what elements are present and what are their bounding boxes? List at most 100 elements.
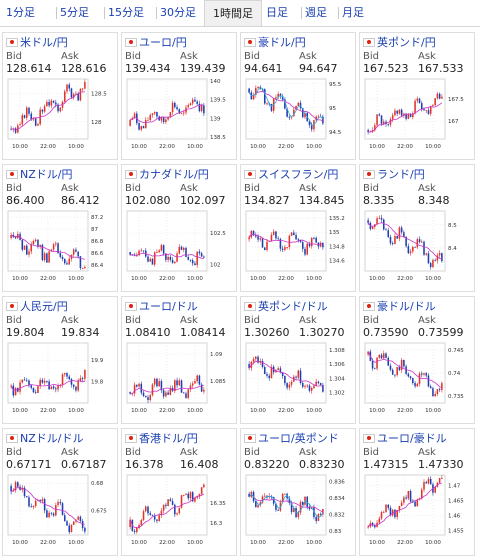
candle-body: [286, 247, 288, 248]
flag-icon: [244, 302, 256, 311]
candle-body: [129, 119, 131, 126]
candle-body: [248, 88, 250, 93]
tab-5[interactable]: 日足: [266, 6, 288, 19]
candle-body: [129, 392, 131, 394]
candle-body: [70, 524, 73, 532]
candle-body: [313, 385, 315, 388]
flag-icon: [363, 302, 375, 311]
tab-1[interactable]: 5分足: [60, 6, 89, 19]
pair-link[interactable]: 豪ドル/ドル: [363, 300, 436, 314]
moving-average-line: [10, 91, 85, 131]
candle-body: [367, 130, 369, 132]
y-tick-label: 1.455: [448, 529, 464, 535]
pair-link[interactable]: ユーロ/ドル: [125, 300, 198, 314]
rate-panel[interactable]: 人民元/円 Bid Ask 19.804 19.834 19.9 19.8 10:00 22:0…: [2, 296, 118, 424]
pair-link[interactable]: 英ポンド/ドル: [244, 300, 328, 314]
rate-panel[interactable]: スイスフラン/円 Bid Ask 134.827 134.845 135.2 135 134.…: [240, 164, 356, 292]
candle-body: [319, 383, 322, 385]
candle-body: [189, 259, 192, 261]
ask-value: 128.616: [61, 62, 107, 75]
candle-body: [55, 243, 57, 245]
candle-body: [66, 521, 68, 526]
x-tick-label: 10:00: [12, 144, 28, 150]
pair-link[interactable]: ユーロ/円: [125, 36, 187, 50]
moving-average-line: [130, 384, 205, 394]
ask-value: 0.83230: [299, 458, 345, 471]
candlestick-chart: 140 139.5 139 138.5 10:00 22:00 10:00: [126, 78, 226, 150]
moving-average-line: [129, 493, 205, 529]
rate-panel[interactable]: NZドル/ドル Bid Ask 0.67171 0.67187 0.68 0.675 10:0…: [2, 428, 118, 556]
pair-link[interactable]: NZドル/円: [6, 168, 72, 182]
candle-body: [385, 353, 387, 358]
tab-4[interactable]: 1時間足: [204, 0, 262, 26]
ask-label: Ask: [418, 51, 436, 62]
pair-link[interactable]: 豪ドル/円: [244, 36, 306, 50]
rate-panel[interactable]: 豪ドル/円 Bid Ask 94.641 94.647 95.5 95 94.5 10:00 22…: [240, 32, 356, 160]
candle-body: [147, 506, 149, 514]
pair-link[interactable]: ユーロ/英ポンド: [244, 432, 339, 446]
x-tick-label: 22:00: [278, 144, 294, 150]
candle-body: [43, 253, 46, 261]
pair-link[interactable]: 米ドル/円: [6, 36, 68, 50]
candle-body: [255, 356, 257, 360]
rate-panel[interactable]: ユーロ/豪ドル Bid Ask 1.47315 1.47330 1.47 1.465 1.46…: [359, 428, 475, 556]
pair-link[interactable]: 香港ドル/円: [125, 432, 198, 446]
candle-body: [142, 126, 145, 129]
rate-panel[interactable]: 米ドル/円 Bid Ask 128.614 128.616 128.5 128 10:00 22…: [2, 32, 118, 160]
rate-panel[interactable]: ユーロ/ドル Bid Ask 1.08410 1.08414 1.09 1.085 10:00…: [121, 296, 237, 424]
candle-body: [374, 525, 376, 528]
candlestick-chart: 19.9 19.8 10:00 22:00 10:00: [7, 342, 104, 414]
candle-body: [34, 118, 37, 126]
pair-link[interactable]: カナダドル/円: [125, 168, 209, 182]
rate-panel[interactable]: 英ポンド/円 Bid Ask 167.523 167.533 167.5 167 10:00 2…: [359, 32, 475, 160]
candle-body: [387, 124, 390, 125]
rate-panel[interactable]: ユーロ/円 Bid Ask 139.434 139.439 140 139.5 139 138.…: [121, 32, 237, 160]
candle-body: [420, 373, 423, 375]
tab-7[interactable]: 月足: [342, 6, 364, 19]
candle-body: [160, 381, 163, 391]
bid-value: 0.73590: [363, 326, 409, 339]
x-tick-label: 10:00: [425, 276, 441, 282]
candlestick-chart: 167.5 167 10:00 22:00 10:00: [364, 78, 464, 150]
bid-label: Bid: [244, 315, 260, 326]
candle-body: [37, 386, 39, 393]
pair-link[interactable]: ユーロ/豪ドル: [363, 432, 447, 446]
pair-link[interactable]: 人民元/円: [6, 300, 68, 314]
candle-body: [21, 379, 24, 383]
rate-panel[interactable]: カナダドル/円 Bid Ask 102.080 102.097 102.5 102 10:00…: [121, 164, 237, 292]
tab-2[interactable]: 15分足: [108, 6, 144, 19]
rate-panel[interactable]: 香港ドル/円 Bid Ask 16.378 16.408 16.35 16.3 10:00 22…: [121, 428, 237, 556]
tab-0[interactable]: 1分足: [6, 6, 35, 19]
candle-body: [70, 88, 73, 98]
pair-link[interactable]: ランド/円: [363, 168, 425, 182]
candle-body: [138, 250, 140, 256]
bid-value: 86.400: [6, 194, 45, 207]
rate-panel[interactable]: 英ポンド/ドル Bid Ask 1.30260 1.30270 1.308 1.306 1.3…: [240, 296, 356, 424]
candle-body: [182, 495, 185, 496]
flag-icon: [125, 38, 137, 47]
candle-body: [185, 493, 187, 496]
candle-body: [59, 253, 62, 257]
rate-panel[interactable]: ユーロ/英ポンド Bid Ask 0.83220 0.83230 0.836 0.834 0.…: [240, 428, 356, 556]
pair-link[interactable]: 英ポンド/円: [363, 36, 436, 50]
pair-link[interactable]: スイスフラン/円: [244, 168, 338, 182]
candle-body: [147, 119, 149, 121]
x-tick-label: 10:00: [425, 408, 441, 414]
moving-average-line: [248, 233, 324, 246]
tab-3[interactable]: 30分足: [160, 6, 196, 19]
moving-average-line: [129, 104, 205, 124]
candle-body: [165, 504, 167, 506]
rate-panel[interactable]: ランド/円 Bid Ask 8.335 8.348 8.5 8.4 10:00 22:00 10:…: [359, 164, 475, 292]
flag-icon: [6, 434, 18, 443]
rate-panel[interactable]: 豪ドル/ドル Bid Ask 0.73590 0.73599 0.745 0.74 0.735…: [359, 296, 475, 424]
rate-panel[interactable]: NZドル/円 Bid Ask 86.400 86.412 87.2 87 86.8 86.6 86…: [2, 164, 118, 292]
pair-link[interactable]: NZドル/ドル: [6, 432, 83, 446]
x-tick-label: 10:00: [250, 144, 266, 150]
ask-label: Ask: [61, 183, 79, 194]
flag-icon: [244, 434, 256, 443]
bid-value: 139.434: [125, 62, 171, 75]
candle-body: [429, 386, 432, 389]
tab-6[interactable]: 週足: [305, 6, 327, 19]
y-tick-label: 138.5: [210, 135, 226, 141]
candle-body: [284, 247, 286, 250]
